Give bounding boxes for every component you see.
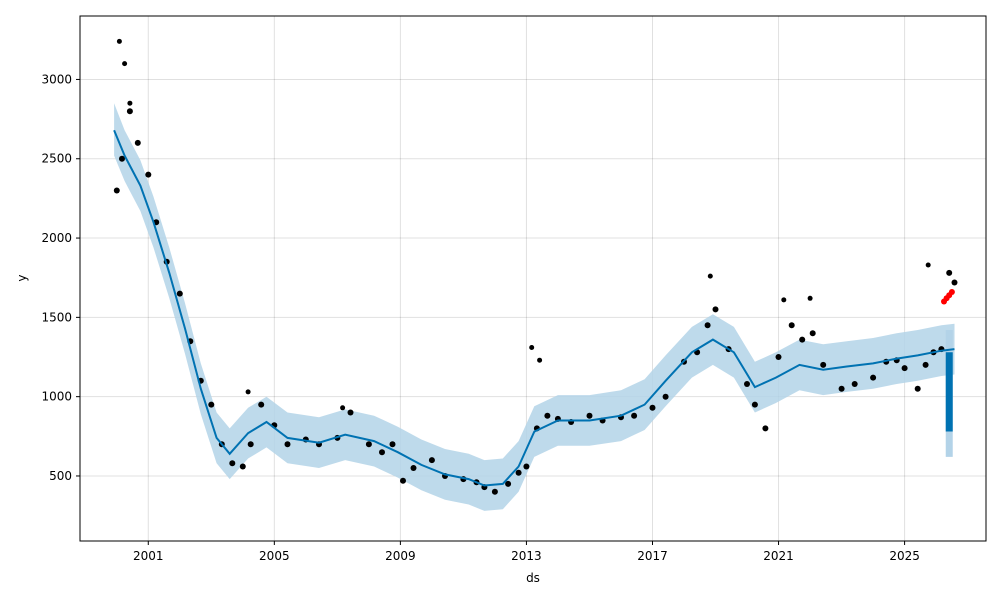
recent-actual-point bbox=[948, 289, 955, 295]
y-tick-label: 1000 bbox=[41, 390, 72, 404]
observed-point bbox=[379, 449, 385, 456]
observed-point bbox=[631, 412, 638, 419]
observed-point bbox=[704, 322, 711, 329]
observed-point bbox=[410, 465, 417, 471]
observed-point bbox=[113, 187, 120, 194]
observed-points bbox=[113, 38, 958, 495]
plot-frame bbox=[79, 15, 987, 542]
observed-point bbox=[922, 361, 929, 368]
grid-lines bbox=[80, 16, 986, 541]
observed-spike-point bbox=[925, 262, 931, 268]
observed-point bbox=[762, 425, 769, 432]
y-tick-label: 500 bbox=[49, 469, 72, 483]
observed-point bbox=[365, 441, 372, 448]
observed-point bbox=[515, 469, 522, 476]
observed-point bbox=[208, 401, 215, 408]
observed-point bbox=[176, 290, 183, 297]
observed-point bbox=[505, 480, 512, 487]
y-tick-label: 2500 bbox=[41, 152, 72, 166]
observed-spike-point bbox=[537, 357, 543, 363]
observed-spike-point bbox=[807, 295, 813, 301]
y-tick-label: 3000 bbox=[41, 72, 72, 86]
y-axis-label: y bbox=[15, 274, 29, 281]
observed-point bbox=[134, 139, 141, 146]
y-tick-label: 2000 bbox=[41, 231, 72, 245]
observed-point bbox=[901, 365, 908, 372]
observed-point bbox=[838, 385, 845, 392]
observed-point bbox=[662, 393, 669, 400]
y-tick-label: 1500 bbox=[41, 310, 72, 324]
recent-actual-points bbox=[941, 289, 955, 305]
observed-point bbox=[809, 330, 816, 337]
observed-point bbox=[751, 401, 758, 408]
observed-point bbox=[389, 441, 396, 448]
observed-point bbox=[544, 412, 551, 419]
observed-point bbox=[347, 409, 354, 416]
observed-point bbox=[229, 460, 236, 467]
x-axis-label: ds bbox=[526, 571, 540, 585]
observed-spike-point bbox=[529, 345, 535, 350]
observed-point bbox=[951, 279, 958, 286]
observed-spike-point bbox=[116, 38, 122, 44]
observed-point bbox=[914, 385, 921, 392]
observed-point bbox=[649, 404, 656, 411]
y-axis-ticks: 500 1000 1500 2000 2500 3000 bbox=[41, 72, 80, 483]
observed-point bbox=[126, 108, 133, 115]
observed-point bbox=[788, 322, 795, 329]
observed-point bbox=[145, 171, 152, 178]
x-tick-label: 2009 bbox=[385, 549, 416, 563]
observed-point bbox=[239, 463, 246, 470]
observed-spike-point bbox=[122, 61, 128, 67]
x-tick-label: 2005 bbox=[259, 549, 290, 563]
observed-point bbox=[744, 381, 750, 387]
observed-point bbox=[284, 441, 291, 448]
observed-spike-point bbox=[340, 405, 346, 411]
x-tick-label: 2013 bbox=[511, 549, 542, 563]
forecast-line-group bbox=[113, 129, 955, 487]
observed-spike-point bbox=[245, 389, 251, 395]
forecast-line bbox=[113, 129, 955, 487]
observed-point bbox=[820, 361, 827, 368]
observed-spike-point bbox=[707, 273, 713, 279]
x-tick-label: 2025 bbox=[889, 549, 920, 563]
observed-point bbox=[400, 477, 406, 484]
observed-point bbox=[258, 401, 265, 408]
x-axis-ticks: 2001 2005 2009 2013 2017 2021 2025 bbox=[133, 541, 920, 563]
observed-point bbox=[870, 374, 877, 381]
observed-point bbox=[491, 488, 498, 495]
observed-point bbox=[851, 381, 858, 387]
observed-point bbox=[523, 463, 530, 470]
observed-spike-point bbox=[781, 297, 787, 303]
x-tick-label: 2017 bbox=[637, 549, 668, 563]
observed-point bbox=[799, 336, 806, 343]
observed-point bbox=[119, 155, 125, 162]
observed-point bbox=[428, 457, 435, 464]
observed-point bbox=[586, 412, 593, 419]
x-tick-label: 2021 bbox=[763, 549, 794, 563]
observed-point bbox=[775, 354, 782, 360]
observed-point bbox=[946, 269, 953, 276]
observed-point bbox=[712, 306, 719, 313]
observed-point bbox=[247, 441, 254, 448]
observed-spike-point bbox=[127, 100, 133, 106]
x-tick-label: 2001 bbox=[133, 549, 164, 563]
